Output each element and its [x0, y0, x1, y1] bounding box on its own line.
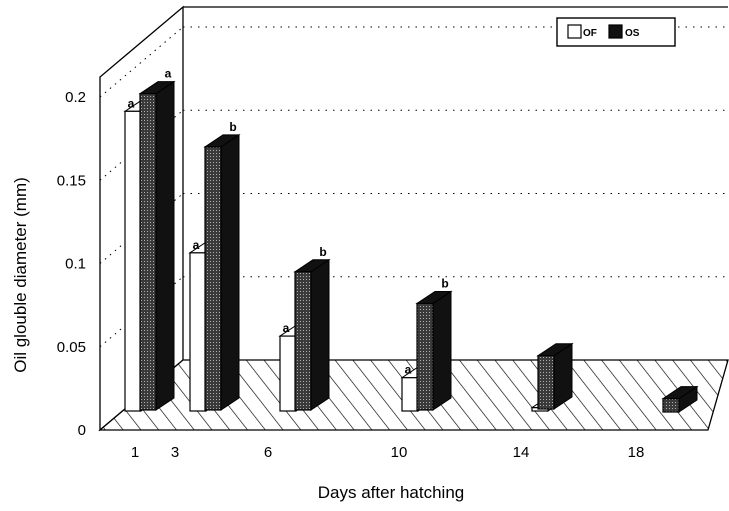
bar-label-of: a — [283, 321, 290, 335]
bar-label-of: a — [128, 96, 135, 110]
bar-label-os: b — [441, 276, 448, 290]
x-axis-label: Days after hatching — [318, 483, 464, 502]
y-tick-label: 0.2 — [65, 89, 86, 106]
legend-label-os: OS — [625, 28, 640, 39]
bar-os — [415, 290, 453, 411]
gridlines — [99, 26, 728, 348]
bar-os — [293, 258, 331, 411]
y-tick-label: 0.05 — [57, 339, 86, 356]
legend-swatch-os — [608, 24, 623, 39]
bars: a a a b a b a b — [123, 67, 699, 413]
y-tick-label: 0.15 — [57, 172, 86, 189]
axis-ticks: 0 0.05 0.1 0.15 0.2 1 3 6 10 14 18 — [57, 89, 645, 461]
bar-os — [661, 385, 699, 413]
bar-label-of: a — [193, 238, 200, 252]
bar-label-os: b — [319, 245, 326, 259]
bar-os — [536, 342, 574, 410]
legend-label-of: OF — [583, 28, 597, 39]
bar-label-os: b — [229, 120, 236, 134]
bar-label-os: a — [165, 67, 172, 81]
legend: OF OS — [556, 17, 676, 47]
legend-swatch-of — [567, 24, 582, 39]
x-tick-label: 14 — [513, 444, 530, 461]
bar-os — [203, 133, 241, 411]
x-tick-label: 1 — [131, 444, 139, 461]
y-tick-label: 0 — [78, 422, 86, 439]
bar-os — [138, 80, 176, 411]
x-tick-label: 18 — [628, 444, 645, 461]
y-tick-label: 0.1 — [65, 256, 86, 273]
bar-label-of: a — [405, 363, 412, 377]
x-tick-label: 10 — [391, 444, 408, 461]
y-axis-label: Oil glouble diameter (mm) — [11, 177, 30, 373]
x-tick-label: 3 — [171, 444, 179, 461]
x-tick-label: 6 — [264, 444, 272, 461]
